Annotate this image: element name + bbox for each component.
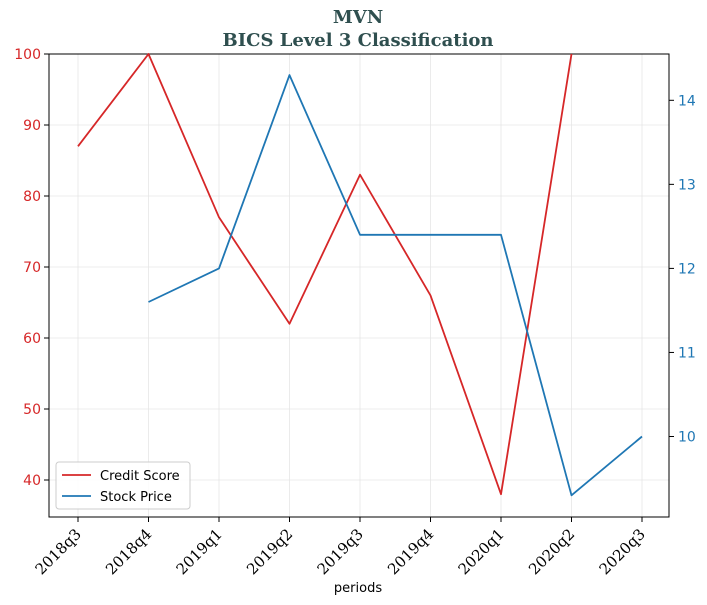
x-tick-label: 2020q3 xyxy=(596,525,649,578)
series-layer xyxy=(77,53,643,497)
y-right-tick-label: 14 xyxy=(678,93,696,109)
y-right-tick-label: 12 xyxy=(678,261,696,277)
y-right-tick-label: 11 xyxy=(678,345,696,361)
series-line-credit-score xyxy=(77,53,573,496)
y-left-tick-label: 90 xyxy=(23,118,41,134)
x-tick-label: 2019q1 xyxy=(173,525,226,578)
chart-subtitle: BICS Level 3 Classification xyxy=(222,30,493,51)
x-axis-label: periods xyxy=(334,581,382,596)
legend-box xyxy=(55,461,191,510)
x-tick-label: 2020q1 xyxy=(455,525,508,578)
x-tick-label: 2018q4 xyxy=(102,525,155,578)
y-right-tick-label: 13 xyxy=(678,177,696,193)
legend-label: Credit Score xyxy=(100,469,180,484)
y-left-tick-label: 50 xyxy=(23,402,41,418)
y-right-tick-label: 10 xyxy=(678,430,696,446)
x-tick-label: 2020q2 xyxy=(525,525,578,578)
grid xyxy=(49,53,669,517)
legend: Credit Score Stock Price xyxy=(55,461,191,510)
plot-frame xyxy=(48,53,670,518)
series-line-stock-price xyxy=(148,74,643,497)
x-tick-label: 2019q2 xyxy=(243,525,296,578)
chart-title: MVN xyxy=(333,7,383,28)
legend-label: Stock Price xyxy=(100,490,172,505)
y-left-tick-label: 100 xyxy=(14,47,41,63)
y-left-tick-label: 70 xyxy=(23,260,41,276)
x-tick-label: 2019q3 xyxy=(314,525,367,578)
y-left-tick-label: 80 xyxy=(23,189,41,205)
x-tick-label: 2019q4 xyxy=(384,525,437,578)
y-left-tick-label: 40 xyxy=(23,473,41,489)
x-tick-label: 2018q3 xyxy=(32,525,85,578)
y-left-tick-label: 60 xyxy=(23,331,41,347)
